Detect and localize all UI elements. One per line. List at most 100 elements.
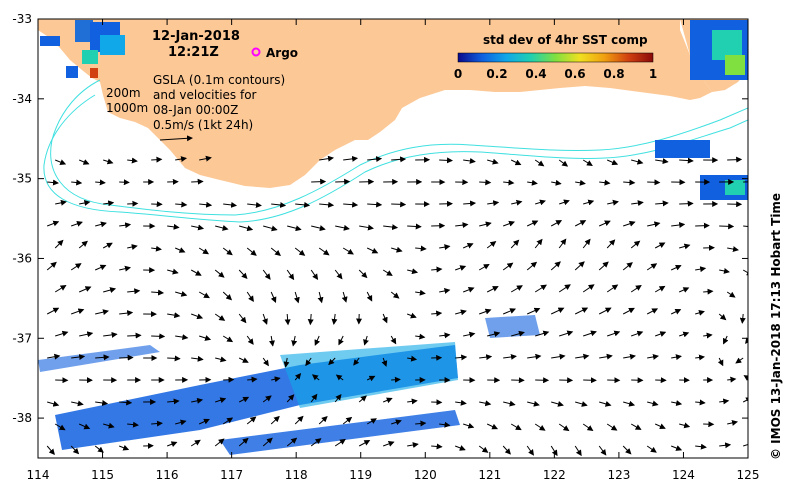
velocity-vector	[328, 357, 336, 366]
x-tick-label: 123	[607, 468, 630, 482]
velocity-vector	[295, 201, 311, 208]
velocity-vector	[679, 243, 691, 250]
velocity-vector	[727, 376, 737, 383]
velocity-vector	[631, 158, 644, 165]
velocity-vector	[78, 159, 90, 165]
velocity-vector	[127, 288, 141, 295]
velocity-vector	[191, 355, 204, 362]
velocity-vector	[246, 247, 257, 256]
y-tick-label: -38	[12, 411, 32, 425]
velocity-vector	[622, 262, 633, 271]
velocity-vector	[317, 291, 324, 304]
velocity-vector	[190, 439, 201, 447]
velocity-vector	[310, 393, 318, 403]
velocity-vector	[439, 244, 451, 251]
velocity-vector	[671, 222, 686, 228]
velocity-vector	[742, 397, 748, 403]
colorbar	[457, 52, 654, 63]
velocity-vector	[479, 354, 493, 361]
velocity-vector	[119, 265, 131, 272]
velocity-vector	[78, 286, 92, 293]
velocity-vector	[119, 354, 134, 361]
velocity-vector	[478, 263, 490, 271]
velocity-vector	[575, 401, 588, 407]
credit-text: © IMOS 13-Jan-2018 17:13 Hobart Time	[769, 193, 783, 460]
velocity-vector	[415, 333, 426, 340]
velocity-vector	[407, 312, 417, 319]
contour-200m	[50, 79, 748, 216]
velocity-vector	[334, 438, 346, 447]
velocity-vector	[71, 400, 84, 407]
title-time: 12:21Z	[168, 45, 219, 60]
x-tick-label: 115	[91, 468, 114, 482]
velocity-vector	[358, 440, 371, 447]
velocity-vector	[383, 441, 395, 447]
velocity-vector	[558, 284, 571, 293]
velocity-vector	[222, 417, 234, 425]
velocity-vector	[270, 291, 277, 303]
velocity-vector	[381, 357, 388, 367]
velocity-vector	[630, 240, 641, 249]
velocity-vector	[654, 423, 666, 430]
velocity-vector	[47, 179, 59, 186]
velocity-vector	[630, 284, 642, 293]
y-tick-label: -34	[12, 92, 32, 106]
velocity-vector	[54, 239, 64, 249]
velocity-vector	[439, 421, 451, 428]
velocity-vector	[671, 445, 683, 451]
x-tick-label: 118	[285, 468, 308, 482]
sst-patches-northwest	[40, 20, 125, 78]
velocity-vector	[455, 399, 467, 406]
velocity-vector	[291, 335, 298, 347]
velocity-vector	[502, 262, 514, 271]
colorbar-tick-label: 0	[454, 67, 462, 81]
velocity-vector	[455, 445, 466, 451]
velocity-vector	[246, 416, 257, 425]
velocity-vector	[751, 292, 755, 300]
velocity-vector	[695, 399, 706, 406]
velocity-vector	[294, 373, 302, 381]
velocity-vector	[599, 401, 612, 407]
velocity-vector	[167, 355, 181, 362]
velocity-vector	[534, 423, 546, 431]
velocity-vector	[175, 201, 188, 208]
velocity-vector	[510, 285, 523, 293]
velocity-vector	[341, 291, 348, 303]
gsla-line-2: and velocities for	[153, 88, 257, 102]
colorbar-tick-label: 0.4	[525, 67, 546, 81]
x-tick-label: 117	[220, 468, 243, 482]
velocity-vector	[559, 199, 570, 206]
velocity-vector	[727, 246, 739, 253]
velocity-vector	[95, 354, 110, 361]
velocity-vector	[214, 438, 225, 447]
velocity-vector	[511, 330, 525, 337]
velocity-vector	[486, 423, 499, 430]
velocity-vector	[307, 313, 314, 326]
velocity-vector	[390, 335, 397, 345]
velocity-vector	[534, 284, 547, 293]
velocity-vector	[510, 159, 522, 166]
x-tick-label: 114	[27, 468, 50, 482]
velocity-vector	[222, 291, 233, 301]
velocity-vector	[214, 313, 226, 321]
colorbar-title: std dev of 4hr SST comp	[483, 33, 648, 47]
velocity-vector	[606, 284, 619, 293]
velocity-vector	[151, 289, 165, 296]
x-tick-label: 125	[737, 468, 760, 482]
velocity-vector	[717, 357, 724, 367]
velocity-vector	[54, 159, 67, 165]
velocity-vector	[574, 445, 582, 457]
velocity-vector	[71, 308, 85, 315]
velocity-vector	[263, 225, 278, 232]
velocity-vector	[455, 309, 467, 316]
velocity-vector	[551, 353, 566, 360]
colorbar-ticks: 0 0.2 0.4 0.6 0.8 1	[454, 67, 657, 81]
contour-200m-label: 200m	[106, 86, 141, 100]
velocity-vector	[607, 199, 619, 206]
velocity-vector	[534, 159, 545, 167]
velocity-vector	[78, 240, 88, 249]
velocity-vector	[262, 437, 273, 447]
x-tick-label: 121	[478, 468, 501, 482]
velocity-vectors	[46, 155, 755, 457]
